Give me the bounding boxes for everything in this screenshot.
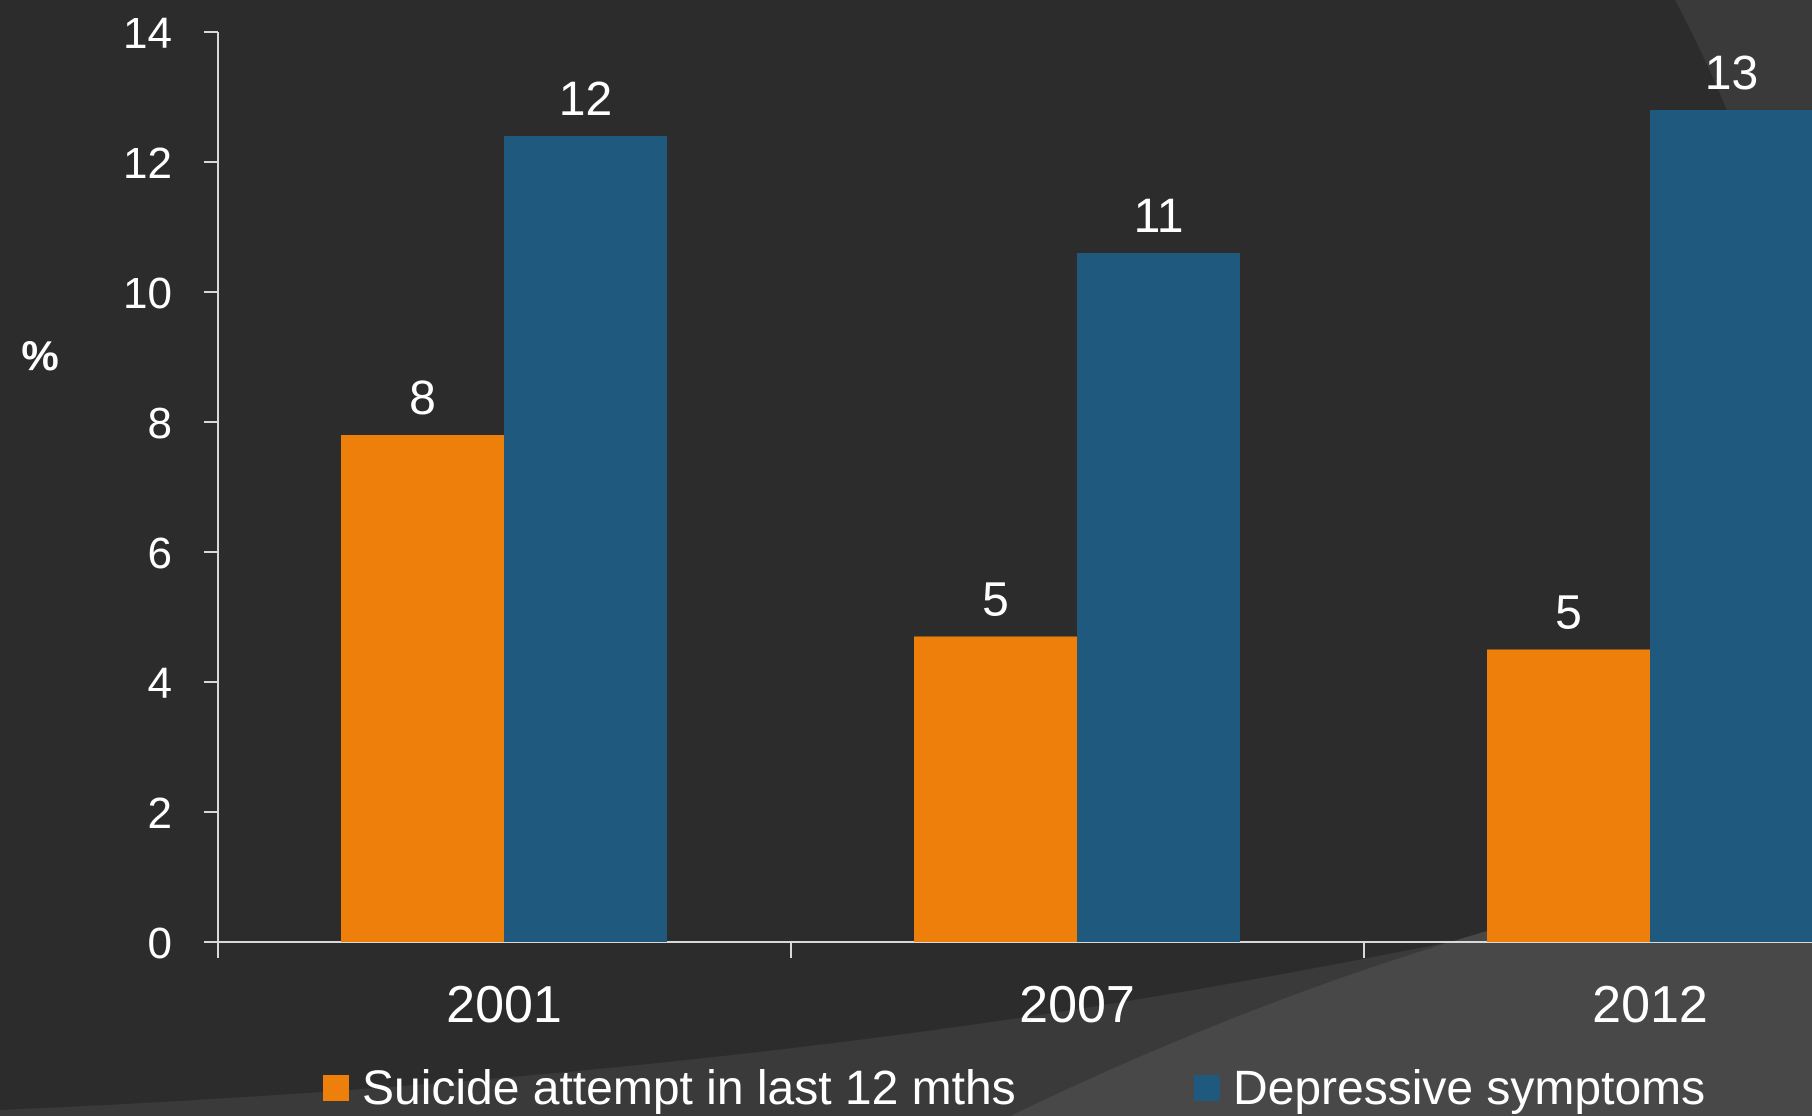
data-label-depressive-symptoms-2001: 12 (559, 73, 612, 126)
legend-swatch-suicide-attempt (323, 1075, 349, 1101)
bar-suicide-attempt-in-last-12-mths-2001 (341, 435, 504, 942)
y-tick-label: 8 (148, 399, 172, 448)
data-label-depressive-symptoms-2007: 11 (1134, 190, 1184, 243)
bar-suicide-attempt-in-last-12-mths-2007 (914, 636, 1077, 942)
bar-suicide-attempt-in-last-12-mths-2012 (1487, 649, 1650, 942)
data-label-suicide-attempt-in-last-12-mths-2001: 8 (409, 372, 436, 425)
data-label-depressive-symptoms-2012: 13 (1705, 47, 1758, 100)
x-tick-label-2007: 2007 (1019, 976, 1135, 1034)
x-tick-label-2012: 2012 (1592, 976, 1708, 1034)
y-axis-label: % (21, 332, 58, 379)
y-axis: 0 2 4 6 8 10 12 14 (123, 9, 219, 968)
y-tick-label: 6 (148, 529, 172, 578)
legend: Suicide attempt in last 12 mths Depressi… (323, 1062, 1705, 1115)
bars (341, 110, 1812, 942)
bar-depressive-symptoms-2007 (1077, 253, 1240, 942)
bar-depressive-symptoms-2001 (504, 136, 667, 942)
y-tick-label: 10 (123, 269, 172, 318)
x-tick-label-2001: 2001 (446, 976, 562, 1034)
y-tick-label: 14 (123, 9, 172, 58)
y-tick-label: 2 (148, 789, 172, 838)
legend-label-depressive-symptoms: Depressive symptoms (1233, 1062, 1705, 1115)
bar-depressive-symptoms-2012 (1650, 110, 1812, 942)
legend-label-suicide-attempt: Suicide attempt in last 12 mths (362, 1062, 1016, 1115)
legend-swatch-depressive-symptoms (1194, 1075, 1220, 1101)
y-tick-label: 0 (148, 919, 172, 968)
data-label-suicide-attempt-in-last-12-mths-2012: 5 (1555, 587, 1582, 640)
data-label-suicide-attempt-in-last-12-mths-2007: 5 (982, 574, 1009, 627)
y-tick-label: 12 (123, 139, 172, 188)
y-tick-label: 4 (148, 659, 172, 708)
data-labels: 8 5 5 12 11 13 (409, 47, 1758, 640)
